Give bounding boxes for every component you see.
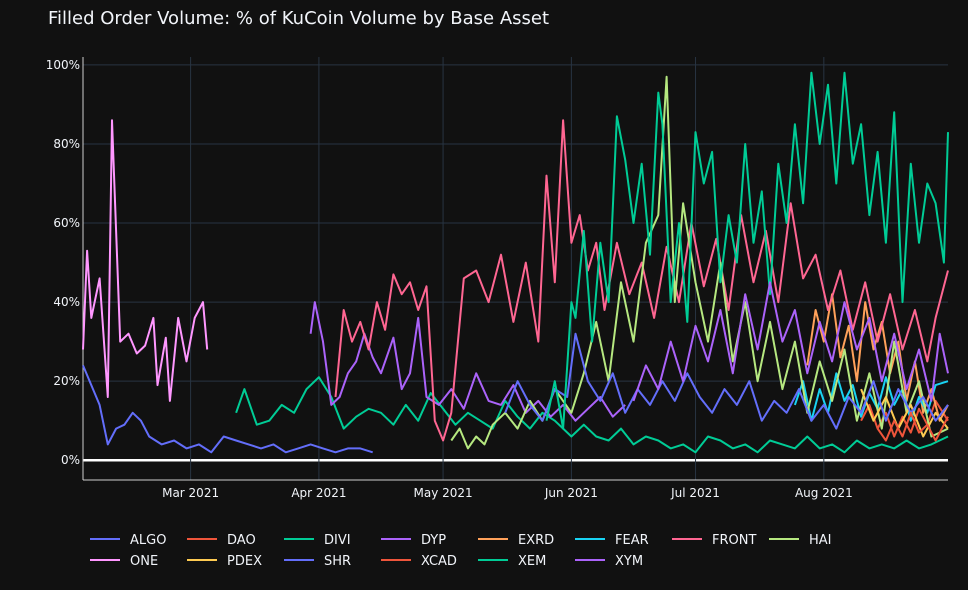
y-tick-label: 0% xyxy=(61,453,80,467)
x-tick-label: May 2021 xyxy=(413,486,472,500)
y-tick-label: 60% xyxy=(53,216,80,230)
series-line-dao xyxy=(860,399,949,438)
series-line-xem xyxy=(545,71,949,430)
legend-item-divi[interactable]: DIVI xyxy=(284,533,351,548)
y-tick-label: 40% xyxy=(53,295,80,309)
series-line-algo xyxy=(82,365,374,454)
grid-layer xyxy=(82,57,948,481)
legend-label: DIVI xyxy=(324,533,351,548)
legend-item-hai[interactable]: HAI xyxy=(769,533,832,548)
legend-label: PDEX xyxy=(227,554,262,569)
legend-item-front[interactable]: FRONT xyxy=(672,533,756,548)
series-line-dyp xyxy=(309,301,626,422)
legend-label: DAO xyxy=(227,533,256,548)
legend-item-fear[interactable]: FEAR xyxy=(575,533,649,548)
legend-item-algo[interactable]: ALGO xyxy=(90,533,166,548)
legend-label: FEAR xyxy=(615,533,649,548)
legend-label: XCAD xyxy=(421,554,457,569)
series-line-front xyxy=(334,119,949,442)
legend-item-xem[interactable]: XEM xyxy=(478,554,546,569)
legend-label: ONE xyxy=(130,554,158,569)
x-axis-ticks: Mar 2021 Apr 2021 May 2021 Jun 2021 Jul 2021… xyxy=(162,486,853,500)
legend-label: HAI xyxy=(809,533,832,548)
y-axis-ticks: 0% 20% 40% 60% 80% 100% xyxy=(46,58,80,467)
chart-title: Filled Order Volume: % of KuCoin Volume … xyxy=(48,8,550,29)
legend-item-exrd[interactable]: EXRD xyxy=(478,533,554,548)
legend-item-xym[interactable]: XYM xyxy=(575,554,643,569)
y-tick-label: 20% xyxy=(53,374,80,388)
legend-label: XEM xyxy=(518,554,546,569)
legend-item-dao[interactable]: DAO xyxy=(187,533,256,548)
legend-item-one[interactable]: ONE xyxy=(90,554,158,569)
x-tick-label: Apr 2021 xyxy=(291,486,346,500)
series-line-xym xyxy=(632,281,949,402)
legend-item-xcad[interactable]: XCAD xyxy=(381,554,457,569)
legend-label: SHR xyxy=(324,554,351,569)
series-line-one xyxy=(82,119,209,402)
x-tick-label: Aug 2021 xyxy=(795,486,853,500)
legend-label: EXRD xyxy=(518,533,554,548)
series-line-shr xyxy=(504,332,949,430)
x-tick-label: Mar 2021 xyxy=(162,486,219,500)
series-line-hai xyxy=(450,75,949,450)
series-line-xcad xyxy=(876,411,949,442)
legend-item-shr[interactable]: SHR xyxy=(284,554,351,569)
series-layer xyxy=(82,71,949,454)
series-line-divi xyxy=(235,376,949,454)
y-tick-label: 100% xyxy=(46,58,80,72)
legend-item-pdex[interactable]: PDEX xyxy=(187,554,262,569)
x-tick-label: Jul 2021 xyxy=(670,486,720,500)
y-tick-label: 80% xyxy=(53,137,80,151)
legend-label: FRONT xyxy=(712,533,756,548)
x-tick-label: Jun 2021 xyxy=(544,486,598,500)
legend-label: XYM xyxy=(615,554,643,569)
legend-item-dyp[interactable]: DYP xyxy=(381,533,446,548)
legend-label: ALGO xyxy=(130,533,166,548)
legend-label: DYP xyxy=(421,533,446,548)
legend[interactable]: ALGO DAO DIVI DYP EXRD FEAR FRONT HAI ONE PDEX SHR… xyxy=(90,533,832,569)
